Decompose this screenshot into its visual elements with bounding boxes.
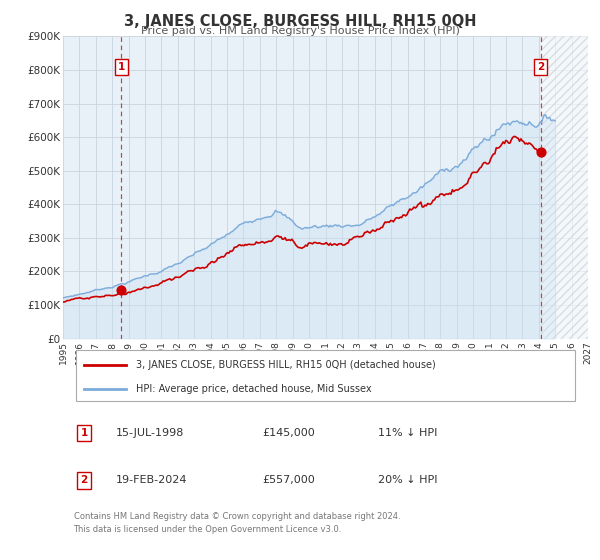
Text: Price paid vs. HM Land Registry's House Price Index (HPI): Price paid vs. HM Land Registry's House … [140,26,460,36]
Text: £145,000: £145,000 [263,428,315,438]
Text: Contains HM Land Registry data © Crown copyright and database right 2024.
This d: Contains HM Land Registry data © Crown c… [74,512,400,534]
Point [116,286,126,295]
Text: 2: 2 [537,62,545,72]
Text: 11% ↓ HPI: 11% ↓ HPI [378,428,437,438]
Text: HPI: Average price, detached house, Mid Sussex: HPI: Average price, detached house, Mid … [137,384,372,394]
Text: 20% ↓ HPI: 20% ↓ HPI [378,475,437,486]
FancyBboxPatch shape [76,351,575,401]
Text: 1: 1 [118,62,125,72]
Text: 15-JUL-1998: 15-JUL-1998 [115,428,184,438]
Text: 19-FEB-2024: 19-FEB-2024 [115,475,187,486]
Text: 3, JANES CLOSE, BURGESS HILL, RH15 0QH (detached house): 3, JANES CLOSE, BURGESS HILL, RH15 0QH (… [137,360,436,370]
Point [536,147,546,156]
Text: £557,000: £557,000 [263,475,315,486]
Text: 2: 2 [80,475,88,486]
Bar [541,36,588,339]
Text: 1: 1 [80,428,88,438]
Text: 3, JANES CLOSE, BURGESS HILL, RH15 0QH: 3, JANES CLOSE, BURGESS HILL, RH15 0QH [124,14,476,29]
